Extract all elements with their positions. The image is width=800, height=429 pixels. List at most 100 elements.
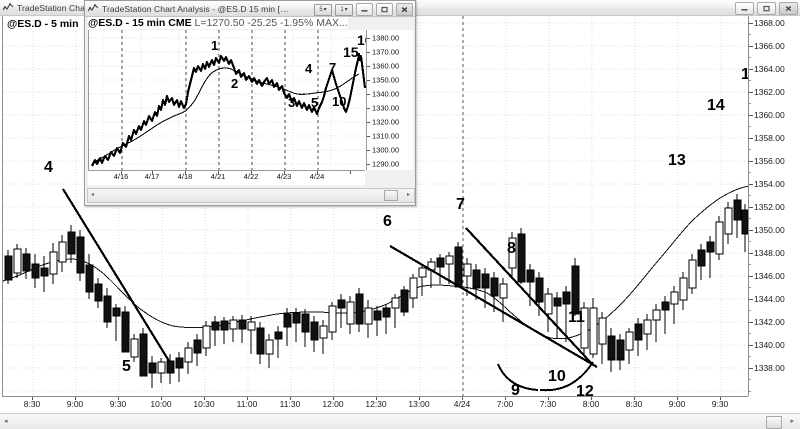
inset-xtick-1: 4/17 xyxy=(144,172,160,181)
scrollbar-thumb[interactable] xyxy=(766,416,782,429)
maximize-button[interactable] xyxy=(757,2,776,15)
inset-wave-label-3: 3 xyxy=(288,95,296,110)
inset-window-controls[interactable]: 5 ▾ 1 ▾ xyxy=(314,3,413,16)
inset-chart-window[interactable]: TradeStation Chart Analysis - @ES.D 15 m… xyxy=(84,0,416,206)
trendline-4-5 xyxy=(62,188,170,362)
minimize-button[interactable] xyxy=(356,3,373,16)
xtick-5: 11:00 xyxy=(236,399,258,409)
xtick-10: 4/24 xyxy=(453,399,471,409)
xtick-1: 9:00 xyxy=(66,399,84,409)
inset-window-title: TradeStation Chart Analysis - @ES.D 15 m… xyxy=(102,3,292,14)
inset-scrollbar-thumb[interactable] xyxy=(384,190,398,201)
moving-average-line xyxy=(3,185,749,340)
inset-line-svg xyxy=(89,30,367,170)
ytick-1344: 1344.00 xyxy=(754,294,785,304)
interval-combo-1-value: 5 xyxy=(319,6,323,13)
scroll-right-arrow[interactable]: ▸ xyxy=(790,418,794,425)
ytick-1354: 1354.00 xyxy=(754,179,785,189)
inset-horizontal-scrollbar[interactable]: ◂ ▸ xyxy=(87,188,415,203)
maximize-button[interactable] xyxy=(376,3,393,16)
xtick-4: 10:30 xyxy=(193,399,215,409)
main-price-axis[interactable]: 1368.00 1366.00 1364.00 1362.00 1360.00 … xyxy=(748,16,800,396)
xtick-13: 8:00 xyxy=(582,399,600,409)
bracket-9 xyxy=(497,363,539,391)
wave-label-13: 13 xyxy=(668,152,686,169)
ytick-1356: 1356.00 xyxy=(754,156,785,166)
wave-label-5: 5 xyxy=(122,358,131,375)
inset-ytick-1320: 1320.00 xyxy=(372,117,400,127)
wave-label-6: 6 xyxy=(383,213,392,230)
xtick-2: 9:30 xyxy=(109,399,127,409)
inset-time-axis[interactable]: 4/16 4/17 4/18 4/21 4/22 4/23 4/24 xyxy=(88,170,365,185)
background-window-buttons[interactable] xyxy=(735,2,798,15)
xtick-8: 12:30 xyxy=(365,399,387,409)
bracket-12 xyxy=(539,361,594,392)
ytick-1358: 1358.00 xyxy=(754,133,785,143)
main-chart-header: @ES.D - 5 min xyxy=(4,17,82,31)
scroll-left-arrow[interactable]: ◂ xyxy=(4,418,8,425)
ytick-1338: 1338.00 xyxy=(754,363,785,373)
trendline-6-down xyxy=(389,245,598,368)
close-button[interactable] xyxy=(396,3,413,16)
interval-combo-2-value: 1 xyxy=(340,6,344,13)
inset-window-titlebar[interactable]: TradeStation Chart Analysis - @ES.D 15 m… xyxy=(85,1,415,17)
inset-chart-quote: L=1270.50 -25.25 -1.95% MAX... xyxy=(194,17,348,29)
wave-label-10: 10 xyxy=(548,368,566,385)
inset-price-axis[interactable]: 1380.00 1370.00 1360.00 1350.00 1340.00 … xyxy=(366,30,413,170)
inset-wave-label-15: 15 xyxy=(343,44,359,60)
main-time-axis[interactable]: 8:30 9:00 9:30 10:00 10:30 11:00 11:30 1… xyxy=(2,396,748,413)
inset-price-line xyxy=(91,52,367,167)
inset-ytick-1370: 1370.00 xyxy=(372,47,400,57)
inset-ytick-1350: 1350.00 xyxy=(372,75,400,85)
ytick-1340: 1340.00 xyxy=(754,340,785,350)
inset-ytick-1300: 1300.00 xyxy=(372,145,400,155)
inset-wave-label-10: 10 xyxy=(332,94,347,109)
inset-moving-average xyxy=(92,67,360,163)
ytick-1352: 1352.00 xyxy=(754,202,785,212)
inset-wave-label-5: 5 xyxy=(311,95,319,110)
inset-chart-plot[interactable]: 1 2 3 4 5 7 10 15 16 xyxy=(88,30,373,170)
xtick-6: 11:30 xyxy=(279,399,301,409)
minimize-button[interactable] xyxy=(735,2,754,15)
inset-ytick-1340: 1340.00 xyxy=(372,89,400,99)
xtick-11: 7:00 xyxy=(496,399,514,409)
interval-combo-1[interactable]: 5 ▾ xyxy=(314,3,332,16)
xtick-7: 12:00 xyxy=(322,399,344,409)
inset-scroll-left-arrow[interactable]: ◂ xyxy=(91,192,95,198)
ytick-1348: 1348.00 xyxy=(754,248,785,258)
inset-ytick-1380: 1380.00 xyxy=(372,33,400,43)
main-horizontal-scrollbar[interactable]: ◂ ▸ xyxy=(0,413,800,429)
inset-chart-header: @ES.D - 15 min CME L=1270.50 -25.25 -1.9… xyxy=(88,17,348,29)
inset-xtick-5: 4/23 xyxy=(276,172,292,181)
wave-label-8: 8 xyxy=(507,240,516,257)
inset-wave-label-7: 7 xyxy=(329,60,337,75)
inset-xtick-6: 4/24 xyxy=(309,172,325,181)
trendline-7-10 xyxy=(465,227,593,365)
chevron-down-icon: ▾ xyxy=(323,6,327,13)
xtick-9: 13:00 xyxy=(408,399,430,409)
xtick-0: 8:30 xyxy=(23,399,41,409)
candle-series xyxy=(4,194,749,388)
ytick-1364: 1364.00 xyxy=(754,64,785,74)
tradestation-icon xyxy=(3,3,14,12)
xtick-16: 9:30 xyxy=(711,399,729,409)
xtick-3: 10:00 xyxy=(150,399,172,409)
trendlines xyxy=(62,188,598,368)
inset-ytick-1290: 1290.00 xyxy=(372,159,400,169)
wave-label-12: 12 xyxy=(576,383,594,400)
inset-scroll-right-arrow[interactable]: ▸ xyxy=(406,192,410,198)
inset-wave-label-4: 4 xyxy=(305,61,313,76)
inset-wave-label-2: 2 xyxy=(231,76,239,91)
wave-label-11: 11 xyxy=(568,309,585,326)
inset-ytick-1330: 1330.00 xyxy=(372,103,400,113)
interval-combo-2[interactable]: 1 ▾ xyxy=(335,3,353,16)
inset-wave-label-1: 1 xyxy=(211,38,219,53)
close-button[interactable] xyxy=(779,2,798,15)
ytick-1360: 1360.00 xyxy=(754,110,785,120)
inset-xtick-3: 4/21 xyxy=(210,172,226,181)
inset-xtick-2: 4/18 xyxy=(177,172,193,181)
inset-xtick-4: 4/22 xyxy=(243,172,259,181)
inset-ytick-1310: 1310.00 xyxy=(372,131,400,141)
xtick-12: 7:30 xyxy=(539,399,557,409)
